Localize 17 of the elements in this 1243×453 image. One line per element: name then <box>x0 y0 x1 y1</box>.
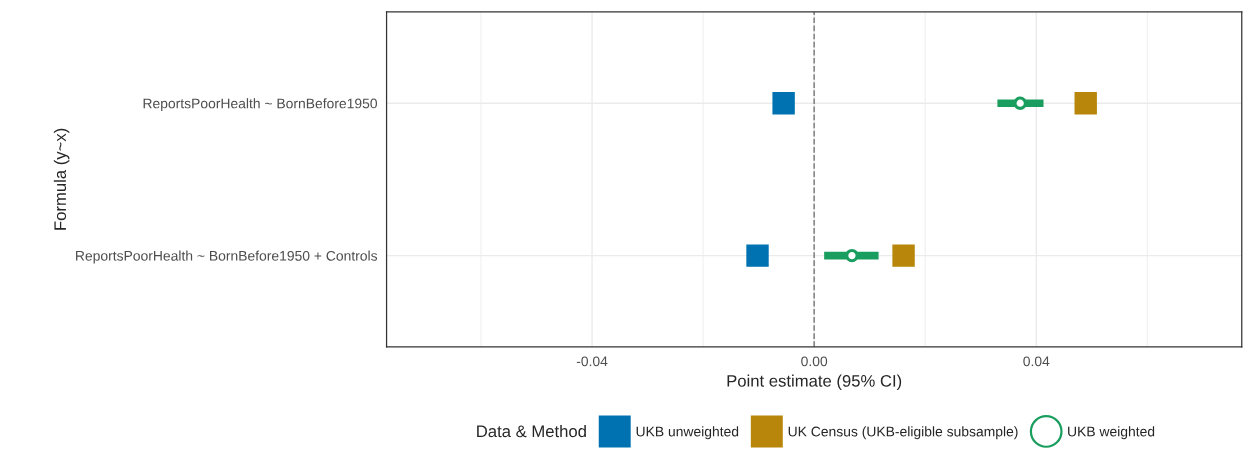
x-axis-title: Point estimate (95% CI) <box>727 374 902 391</box>
legend-label: UK Census (UKB-eligible subsample) <box>788 426 1018 440</box>
legend-label: UKB weighted <box>1068 426 1155 440</box>
point <box>1074 92 1097 115</box>
point <box>845 248 859 263</box>
point <box>772 92 795 115</box>
y-tick-label: ReportsPoorHealth ~ BornBefore1950 + Controls <box>76 250 378 264</box>
legend-title: Data & Method <box>477 424 586 438</box>
x-tick-label: 0.00 <box>801 356 828 367</box>
point <box>746 244 769 267</box>
y-tick-label: ReportsPoorHealth ~ BornBefore1950 <box>143 98 378 112</box>
x-tick-label: -0.04 <box>576 356 608 367</box>
y-axis-title: Formula (y~x) <box>53 128 70 230</box>
legend-label: UKB unweighted <box>636 426 739 440</box>
point <box>892 244 915 267</box>
x-tick-label: 0.04 <box>1023 356 1050 367</box>
point <box>1013 96 1027 110</box>
